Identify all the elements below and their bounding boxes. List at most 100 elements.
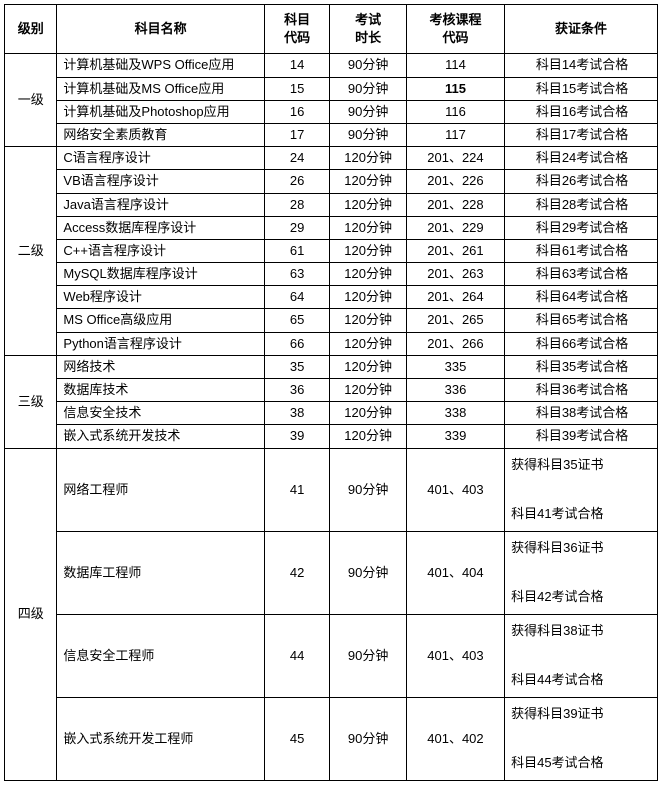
course-code: 201、228 [406, 193, 504, 216]
course-code: 401、404 [406, 531, 504, 614]
course-code: 201、266 [406, 332, 504, 355]
level-cell: 一级 [5, 54, 57, 147]
subject-name: 嵌入式系统开发技术 [57, 425, 264, 448]
duration: 120分钟 [330, 170, 406, 193]
course-code: 201、263 [406, 263, 504, 286]
condition: 科目15考试合格 [505, 77, 658, 100]
table-header: 级别 科目名称 科目代码 考试时长 考核课程代码 获证条件 [5, 5, 658, 54]
table-row: 嵌入式系统开发工程师4590分钟401、402获得科目39证书 科目45考试合格 [5, 697, 658, 780]
subject-name: 信息安全工程师 [57, 614, 264, 697]
duration: 120分钟 [330, 402, 406, 425]
duration: 120分钟 [330, 332, 406, 355]
condition: 科目14考试合格 [505, 54, 658, 77]
subject-name: 网络安全素质教育 [57, 123, 264, 146]
subject-code: 16 [264, 100, 330, 123]
condition: 科目65考试合格 [505, 309, 658, 332]
subject-name: 数据库工程师 [57, 531, 264, 614]
subject-name: MS Office高级应用 [57, 309, 264, 332]
table-body: 一级计算机基础及WPS Office应用1490分钟114科目14考试合格计算机… [5, 54, 658, 780]
course-code: 201、265 [406, 309, 504, 332]
table-row: 信息安全技术38120分钟338科目38考试合格 [5, 402, 658, 425]
course-code: 401、403 [406, 614, 504, 697]
subject-code: 24 [264, 147, 330, 170]
duration: 90分钟 [330, 448, 406, 531]
subject-code: 14 [264, 54, 330, 77]
header-name: 科目名称 [57, 5, 264, 54]
header-course: 考核课程代码 [406, 5, 504, 54]
subject-code: 65 [264, 309, 330, 332]
condition: 科目35考试合格 [505, 355, 658, 378]
condition: 科目39考试合格 [505, 425, 658, 448]
condition: 科目24考试合格 [505, 147, 658, 170]
subject-name: 网络技术 [57, 355, 264, 378]
condition: 科目38考试合格 [505, 402, 658, 425]
subject-name: MySQL数据库程序设计 [57, 263, 264, 286]
table-row: Python语言程序设计66120分钟201、266科目66考试合格 [5, 332, 658, 355]
subject-code: 28 [264, 193, 330, 216]
duration: 120分钟 [330, 425, 406, 448]
level-cell: 四级 [5, 448, 57, 780]
table-row: MS Office高级应用65120分钟201、265科目65考试合格 [5, 309, 658, 332]
subject-name: 数据库技术 [57, 379, 264, 402]
duration: 120分钟 [330, 239, 406, 262]
duration: 120分钟 [330, 263, 406, 286]
condition: 科目61考试合格 [505, 239, 658, 262]
table-row: 数据库技术36120分钟336科目36考试合格 [5, 379, 658, 402]
duration: 90分钟 [330, 77, 406, 100]
course-code: 115 [406, 77, 504, 100]
subject-code: 15 [264, 77, 330, 100]
condition: 获得科目39证书 科目45考试合格 [505, 697, 658, 780]
condition: 科目36考试合格 [505, 379, 658, 402]
subject-name: Web程序设计 [57, 286, 264, 309]
subject-code: 36 [264, 379, 330, 402]
subject-code: 41 [264, 448, 330, 531]
header-duration: 考试时长 [330, 5, 406, 54]
course-code: 201、226 [406, 170, 504, 193]
course-code: 401、403 [406, 448, 504, 531]
subject-name: 嵌入式系统开发工程师 [57, 697, 264, 780]
subject-code: 61 [264, 239, 330, 262]
duration: 120分钟 [330, 216, 406, 239]
duration: 120分钟 [330, 193, 406, 216]
subject-code: 38 [264, 402, 330, 425]
table-row: 一级计算机基础及WPS Office应用1490分钟114科目14考试合格 [5, 54, 658, 77]
duration: 120分钟 [330, 355, 406, 378]
course-code: 401、402 [406, 697, 504, 780]
exam-table: 级别 科目名称 科目代码 考试时长 考核课程代码 获证条件 一级计算机基础及WP… [4, 4, 658, 781]
condition: 科目26考试合格 [505, 170, 658, 193]
course-code: 336 [406, 379, 504, 402]
subject-code: 42 [264, 531, 330, 614]
subject-code: 45 [264, 697, 330, 780]
subject-name: C++语言程序设计 [57, 239, 264, 262]
table-row: MySQL数据库程序设计63120分钟201、263科目63考试合格 [5, 263, 658, 286]
table-row: Web程序设计64120分钟201、264科目64考试合格 [5, 286, 658, 309]
subject-name: 计算机基础及MS Office应用 [57, 77, 264, 100]
duration: 90分钟 [330, 100, 406, 123]
table-row: 信息安全工程师4490分钟401、403获得科目38证书 科目44考试合格 [5, 614, 658, 697]
duration: 120分钟 [330, 379, 406, 402]
subject-code: 66 [264, 332, 330, 355]
header-level: 级别 [5, 5, 57, 54]
table-row: 四级网络工程师4190分钟401、403获得科目35证书 科目41考试合格 [5, 448, 658, 531]
duration: 120分钟 [330, 309, 406, 332]
subject-code: 63 [264, 263, 330, 286]
condition: 获得科目36证书 科目42考试合格 [505, 531, 658, 614]
condition: 科目17考试合格 [505, 123, 658, 146]
table-row: VB语言程序设计26120分钟201、226科目26考试合格 [5, 170, 658, 193]
course-code: 335 [406, 355, 504, 378]
duration: 90分钟 [330, 123, 406, 146]
table-row: C++语言程序设计61120分钟201、261科目61考试合格 [5, 239, 658, 262]
table-row: Java语言程序设计28120分钟201、228科目28考试合格 [5, 193, 658, 216]
table-row: 计算机基础及Photoshop应用1690分钟116科目16考试合格 [5, 100, 658, 123]
level-cell: 二级 [5, 147, 57, 356]
course-code: 339 [406, 425, 504, 448]
table-row: Access数据库程序设计29120分钟201、229科目29考试合格 [5, 216, 658, 239]
condition: 科目29考试合格 [505, 216, 658, 239]
duration: 90分钟 [330, 614, 406, 697]
table-row: 嵌入式系统开发技术39120分钟339科目39考试合格 [5, 425, 658, 448]
course-code: 117 [406, 123, 504, 146]
subject-code: 26 [264, 170, 330, 193]
duration: 90分钟 [330, 531, 406, 614]
header-code: 科目代码 [264, 5, 330, 54]
table-row: 计算机基础及MS Office应用1590分钟115科目15考试合格 [5, 77, 658, 100]
